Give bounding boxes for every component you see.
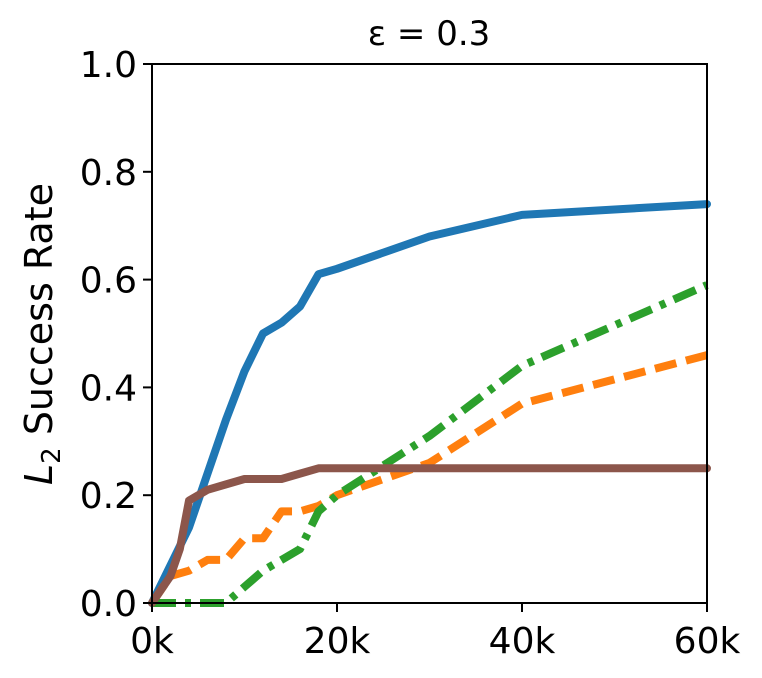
plot-frame xyxy=(151,63,708,604)
y-tick-label: 0.4 xyxy=(80,368,137,409)
y-axis-label-main: L xyxy=(17,464,61,485)
series-lines xyxy=(148,200,711,607)
x-tick-label: 0k xyxy=(130,621,174,662)
y-axis-ticks: 0.0 0.2 0.4 0.6 0.8 1.0 xyxy=(80,45,152,625)
x-tick-label: 60k xyxy=(674,621,741,662)
y-tick-label: 0.8 xyxy=(80,153,137,194)
series-line-3 xyxy=(152,281,709,607)
chart-title: ε = 0.3 xyxy=(368,14,491,54)
y-tick-label: 1.0 xyxy=(80,45,137,86)
x-tick-label: 40k xyxy=(489,621,556,662)
y-tick-label: 0.0 xyxy=(80,584,137,625)
x-tick-label: 20k xyxy=(304,621,371,662)
y-axis-label: L2 Success Rate xyxy=(17,183,67,485)
y-tick-label: 0.2 xyxy=(80,476,137,517)
y-tick-label: 0.6 xyxy=(80,261,137,302)
series-line-4 xyxy=(148,464,711,607)
x-axis-ticks: 0k 20k 40k 60k xyxy=(130,603,740,662)
series-line-1 xyxy=(148,200,711,607)
y-axis-label-rest: Success Rate xyxy=(17,183,61,447)
y-axis-label-subscript: 2 xyxy=(37,447,67,464)
